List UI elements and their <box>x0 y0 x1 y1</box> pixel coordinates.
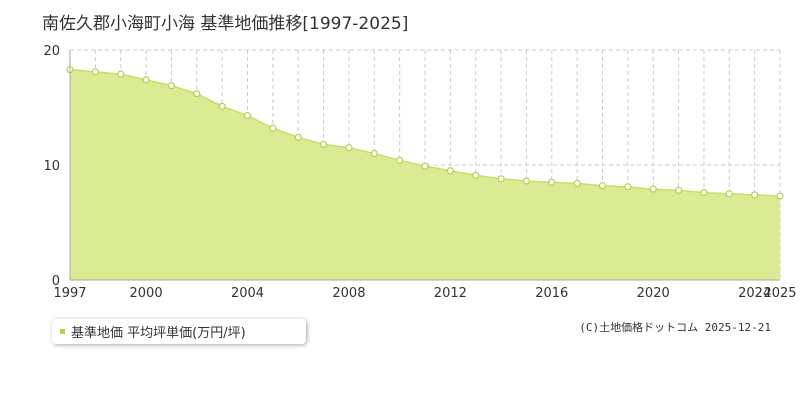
data-point <box>472 171 480 179</box>
x-tick-label: 2012 <box>434 286 467 301</box>
data-point <box>725 190 733 198</box>
data-point <box>142 76 150 84</box>
data-point <box>117 70 125 78</box>
data-point <box>497 175 505 183</box>
data-point <box>396 156 404 164</box>
area-fill <box>70 69 780 280</box>
data-point <box>218 102 226 110</box>
legend-swatch-icon <box>60 329 65 334</box>
data-point <box>91 68 99 76</box>
x-tick-label: 2016 <box>535 286 568 301</box>
x-tick-label: 2004 <box>231 286 264 301</box>
data-point <box>421 162 429 170</box>
x-tick-label: 1997 <box>53 286 86 301</box>
x-tick-label: 2025 <box>763 286 796 301</box>
data-point <box>751 191 759 199</box>
data-point <box>573 179 581 187</box>
y-tick-label: 20 <box>43 44 60 59</box>
data-points <box>66 65 784 200</box>
x-tick-label: 2000 <box>130 286 163 301</box>
y-tick-label: 10 <box>43 159 60 174</box>
data-point <box>776 192 784 200</box>
data-point <box>370 149 378 158</box>
data-point <box>446 167 454 175</box>
data-point <box>319 140 328 148</box>
legend-label: 基準地価 平均坪単価(万円/坪) <box>71 326 246 341</box>
data-point <box>522 177 531 185</box>
y-tick-label: 0 <box>52 274 60 289</box>
chart-title: 南佐久郡小海町小海 基準地価推移[1997-2025] <box>42 14 409 34</box>
x-tick-label: 2008 <box>332 286 365 301</box>
data-point <box>269 124 277 132</box>
data-point <box>700 189 708 197</box>
x-tick-label: 2024 <box>738 286 771 301</box>
data-point <box>294 133 302 141</box>
data-point <box>624 183 632 191</box>
x-tick-label: 2020 <box>637 286 670 301</box>
data-point <box>167 82 176 90</box>
data-point <box>345 144 353 152</box>
data-point <box>193 90 201 98</box>
data-point <box>649 185 657 193</box>
data-point <box>674 186 683 194</box>
data-point <box>243 111 252 120</box>
credit-text: (C)土地価格ドットコム 2025-12-21 <box>579 321 771 334</box>
axes <box>69 50 780 281</box>
data-point <box>598 182 607 190</box>
data-point <box>548 178 556 186</box>
y-tick-labels: 0 10 20 <box>43 44 60 289</box>
legend: 基準地価 平均坪単価(万円/坪) <box>52 319 306 344</box>
